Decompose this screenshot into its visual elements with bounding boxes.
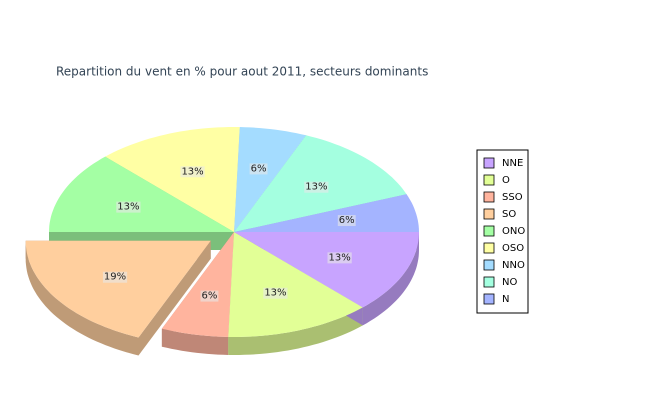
legend-label: N: [502, 294, 509, 305]
legend-swatch: [483, 174, 495, 186]
value-label: 13%: [305, 182, 327, 193]
legend-label: O: [502, 175, 510, 186]
legend-label: NO: [502, 277, 517, 288]
value-label: 13%: [329, 252, 351, 263]
pie-slice: [161, 232, 234, 337]
legend-swatch: [483, 157, 495, 169]
value-label-bg: [200, 290, 219, 302]
pie-slice: [228, 232, 363, 337]
legend-label: NNE: [502, 158, 523, 169]
slice-side: [161, 328, 229, 355]
legend-swatch: [483, 225, 495, 237]
slice-side: [228, 307, 363, 355]
value-label-bg: [180, 166, 205, 178]
chart-title: Repartition du vent en % pour aout 2011,…: [56, 65, 428, 79]
slice-side: [25, 240, 139, 356]
legend-label: ONO: [502, 226, 525, 237]
value-label-bg: [327, 252, 352, 264]
value-label-bg: [116, 201, 141, 213]
legend-swatch: [483, 208, 495, 220]
value-label: 6%: [339, 215, 355, 226]
legend-label: SSO: [502, 192, 523, 203]
legend-label: OSO: [502, 243, 524, 254]
value-label: 19%: [104, 272, 126, 283]
pie-slice: [49, 156, 234, 232]
slice-wall: [138, 240, 211, 356]
value-label: 13%: [117, 202, 139, 213]
legend-swatch: [483, 242, 495, 254]
pie-slice: [234, 232, 419, 308]
value-label: 6%: [202, 291, 218, 302]
value-label-bg: [263, 287, 288, 299]
value-label: 13%: [181, 166, 203, 177]
value-label-bg: [249, 163, 268, 175]
legend-swatch: [483, 293, 495, 305]
legend-swatch: [483, 276, 495, 288]
value-label-bg: [102, 271, 128, 283]
pie-slice: [25, 240, 211, 338]
value-label: 13%: [264, 288, 286, 299]
value-label-bg: [337, 215, 356, 227]
value-label-bg: [304, 181, 329, 193]
pie-slice: [234, 127, 307, 232]
slice-side: [362, 232, 419, 326]
legend-label: NNO: [502, 260, 525, 271]
legend-swatch: [483, 259, 495, 271]
legend-swatch: [483, 191, 495, 203]
value-label: 6%: [251, 163, 267, 174]
pie-slice: [105, 127, 240, 232]
pie-slice: [234, 194, 419, 232]
legend-label: SO: [502, 209, 516, 220]
